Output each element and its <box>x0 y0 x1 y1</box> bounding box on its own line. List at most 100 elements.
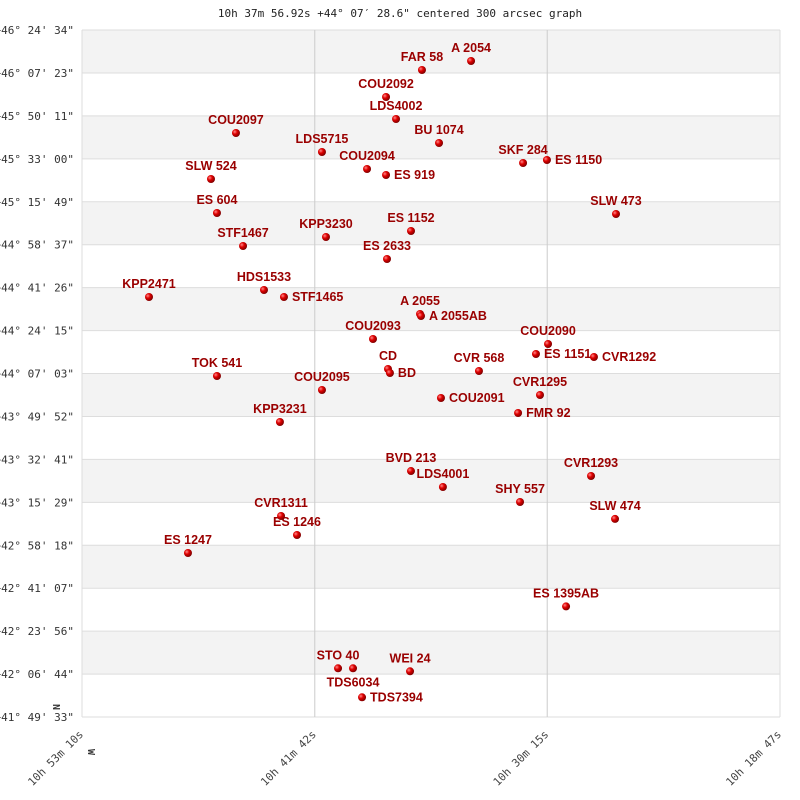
star-label: TDS6034 <box>327 675 380 689</box>
y-tick-label: +45° 33' 00" <box>0 153 74 166</box>
star-point <box>277 511 286 520</box>
star-point <box>514 409 523 418</box>
star-label: WEI 24 <box>390 651 431 665</box>
y-tick-label: +42° 23' 56" <box>0 625 74 638</box>
star-point <box>212 372 221 381</box>
star-label: CVR 568 <box>454 351 505 365</box>
star-point <box>259 286 268 295</box>
star-label: SLW 524 <box>185 159 236 173</box>
background-band <box>82 115 780 159</box>
star-label: CVR1295 <box>513 375 567 389</box>
star-point <box>212 208 221 217</box>
star-point <box>467 57 476 66</box>
y-tick-label: +43° 49' 52" <box>0 410 74 423</box>
star-point <box>562 602 571 611</box>
x-axis-ticks: 10h 53m 10s 10h 41m 42s 10h 30m 15s 10h 18m… <box>25 728 784 789</box>
star-labels: A 2054 FAR 58 COU2092 LDS4002 COU2097 LDS5715… <box>122 41 656 704</box>
star-point <box>363 165 372 174</box>
star-label: SHY 557 <box>495 482 545 496</box>
star-label: KPP2471 <box>122 277 176 291</box>
star-label: STO 40 <box>317 648 360 662</box>
star-label: CVR1292 <box>602 350 656 364</box>
star-point <box>231 129 240 138</box>
star-point <box>207 175 216 184</box>
star-label: BU 1074 <box>414 123 463 137</box>
star-label: LDS5715 <box>296 132 349 146</box>
star-label: CVR1293 <box>564 456 618 470</box>
star-label: ES 1151 <box>544 347 591 361</box>
star-point <box>544 340 553 349</box>
star-label: A 2055 <box>400 294 440 308</box>
star-label: FAR 58 <box>401 50 443 64</box>
star-label: KPP3231 <box>253 402 307 416</box>
y-tick-label: +45° 15' 49" <box>0 196 74 209</box>
star-label: COU2092 <box>358 77 414 91</box>
star-point <box>435 139 444 148</box>
x-tick-label: 10h 53m 10s <box>25 728 86 789</box>
y-tick-label: +46° 24' 34" <box>0 24 74 37</box>
star-label: SLW 473 <box>590 194 641 208</box>
y-tick-label: +42° 58' 18" <box>0 539 74 552</box>
star-label: ES 604 <box>196 193 237 207</box>
background-band <box>82 631 780 675</box>
star-point <box>516 498 525 507</box>
star-label: ES 919 <box>394 168 435 182</box>
y-tick-label: +45° 50' 11" <box>0 110 74 123</box>
star-label: TOK 541 <box>192 356 243 370</box>
background-bands <box>82 30 780 675</box>
star-point <box>317 147 326 156</box>
star-point <box>416 312 425 321</box>
star-point <box>382 171 391 180</box>
star-label: LDS4002 <box>370 99 423 113</box>
star-point <box>349 664 358 673</box>
star-point <box>589 353 598 362</box>
star-point <box>407 467 416 476</box>
star-label: ES 1246 <box>273 515 321 529</box>
y-tick-label: +41° 49' 33" <box>0 711 74 724</box>
star-point <box>382 93 391 102</box>
star-label: ES 1152 <box>387 211 434 225</box>
star-point <box>385 368 394 377</box>
star-label: COU2093 <box>345 319 401 333</box>
x-tick-label: 10h 41m 42s <box>258 728 319 789</box>
star-point <box>407 226 416 235</box>
star-label: STF1467 <box>217 226 268 240</box>
chart-title: 10h 37m 56.92s +44° 07′ 28.6" centered 3… <box>218 7 582 20</box>
star-point <box>406 667 415 676</box>
star-label: COU2095 <box>294 370 350 384</box>
y-tick-label: +44° 07' 03" <box>0 368 74 381</box>
x-tick-label: 10h 18m 47s <box>723 728 784 789</box>
star-label: ES 1150 <box>555 153 602 167</box>
star-point <box>145 293 154 302</box>
star-point <box>317 386 326 395</box>
star-label: A 2055AB <box>429 309 487 323</box>
background-band <box>82 201 780 245</box>
y-tick-label: +46° 07' 23" <box>0 67 74 80</box>
star-label: ES 1395AB <box>533 586 599 600</box>
y-tick-label: +42° 41' 07" <box>0 582 74 595</box>
background-band <box>82 373 780 417</box>
star-label: A 2054 <box>451 41 491 55</box>
star-point <box>612 210 621 219</box>
star-label: KPP3230 <box>299 217 353 231</box>
star-point <box>611 514 620 523</box>
star-point <box>474 367 483 376</box>
star-label: COU2090 <box>520 324 576 338</box>
star-label: ES 2633 <box>363 239 411 253</box>
y-tick-label: +44° 58' 37" <box>0 239 74 252</box>
star-label: CVR1311 <box>254 496 308 510</box>
y-tick-label: +42° 06' 44" <box>0 668 74 681</box>
star-label: FMR 92 <box>526 406 571 420</box>
x-tick-label: 10h 30m 15s <box>491 728 552 789</box>
star-label: HDS1533 <box>237 270 291 284</box>
star-point <box>392 115 401 124</box>
grid-lines <box>81 29 781 718</box>
star-point <box>587 472 596 481</box>
star-label: BD <box>398 366 416 380</box>
star-label: SLW 474 <box>589 499 640 513</box>
star-label: LDS4001 <box>417 467 470 481</box>
star-point <box>183 549 192 558</box>
star-point <box>542 155 551 164</box>
star-point <box>369 335 378 344</box>
